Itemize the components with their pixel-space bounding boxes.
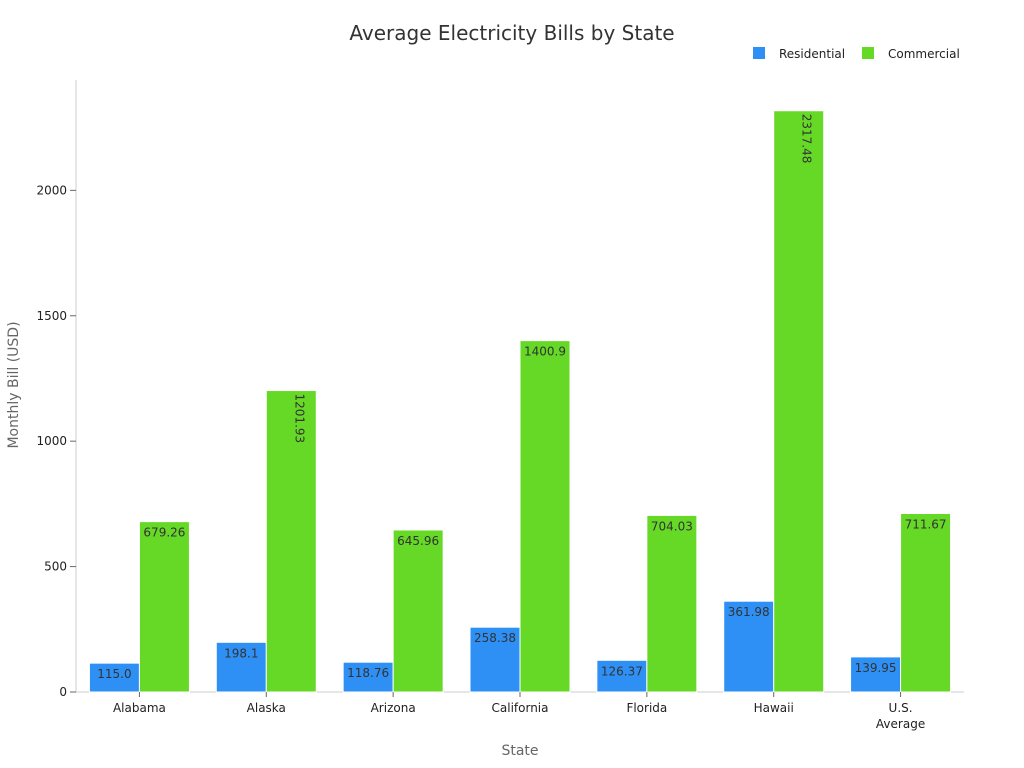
- bar-residential: [596, 659, 648, 693]
- y-tick-label: 0: [59, 685, 67, 699]
- data-label-residential: 361.98: [728, 605, 770, 619]
- data-label-residential: 139.95: [855, 661, 897, 675]
- y-axis-label: Monthly Bill (USD): [6, 321, 22, 448]
- data-label-residential: 118.76: [347, 666, 389, 680]
- legend-swatch-residential: [753, 47, 765, 59]
- data-label-commercial: 1201.93: [292, 394, 306, 444]
- bar-commercial: [900, 512, 952, 693]
- bars: 115.0 679.26 198.1 1201.93 118.76 645.96 258.3…: [88, 110, 952, 693]
- x-tick-label: Alabama: [113, 701, 166, 715]
- bar-commercial: [138, 521, 190, 693]
- data-label-commercial: 645.96: [397, 534, 439, 548]
- bar-commercial: [646, 514, 698, 693]
- x-ticks: Alabama Alaska Arizona California Florida Haw…: [113, 692, 925, 731]
- data-label-commercial: 2317.48: [800, 114, 814, 164]
- bar-residential: [215, 641, 267, 693]
- data-label-residential: 258.38: [474, 631, 516, 645]
- y-tick-label: 500: [44, 560, 67, 574]
- y-tick-label: 1500: [36, 309, 67, 323]
- data-label-commercial: 1400.9: [524, 345, 566, 359]
- bar-residential: [469, 626, 521, 693]
- data-label-residential: 115.0: [97, 667, 131, 681]
- x-tick-label: Florida: [626, 701, 667, 715]
- data-label-residential: 198.1: [224, 646, 258, 660]
- bar-commercial: [773, 110, 825, 693]
- data-label-commercial: 704.03: [651, 519, 693, 533]
- chart-title: Average Electricity Bills by State: [349, 21, 674, 45]
- x-axis-label: State: [501, 743, 538, 759]
- x-tick-label: California: [492, 701, 549, 715]
- bar-residential: [342, 661, 394, 693]
- x-tick-label: Arizona: [371, 701, 416, 715]
- legend-label-commercial: Commercial: [888, 47, 960, 61]
- y-ticks: 0 500 1000 1500 2000: [36, 183, 76, 699]
- bar-commercial: [392, 529, 444, 693]
- data-label-commercial: 679.26: [143, 526, 185, 540]
- data-label-commercial: 711.67: [905, 517, 947, 531]
- bar-residential: [723, 600, 775, 693]
- bar-commercial: [519, 340, 571, 693]
- x-tick-label: Alaska: [247, 701, 286, 715]
- bar-commercial: [265, 390, 317, 693]
- legend-label-residential: Residential: [779, 47, 845, 61]
- legend-swatch-commercial: [862, 47, 874, 59]
- x-tick-label: Hawaii: [754, 701, 794, 715]
- data-label-residential: 126.37: [601, 664, 643, 678]
- y-tick-label: 1000: [36, 434, 67, 448]
- y-tick-label: 2000: [36, 183, 67, 197]
- bar-residential: [88, 662, 140, 693]
- x-tick-label: U.S. Average: [876, 701, 925, 731]
- legend: Residential Commercial: [753, 47, 960, 61]
